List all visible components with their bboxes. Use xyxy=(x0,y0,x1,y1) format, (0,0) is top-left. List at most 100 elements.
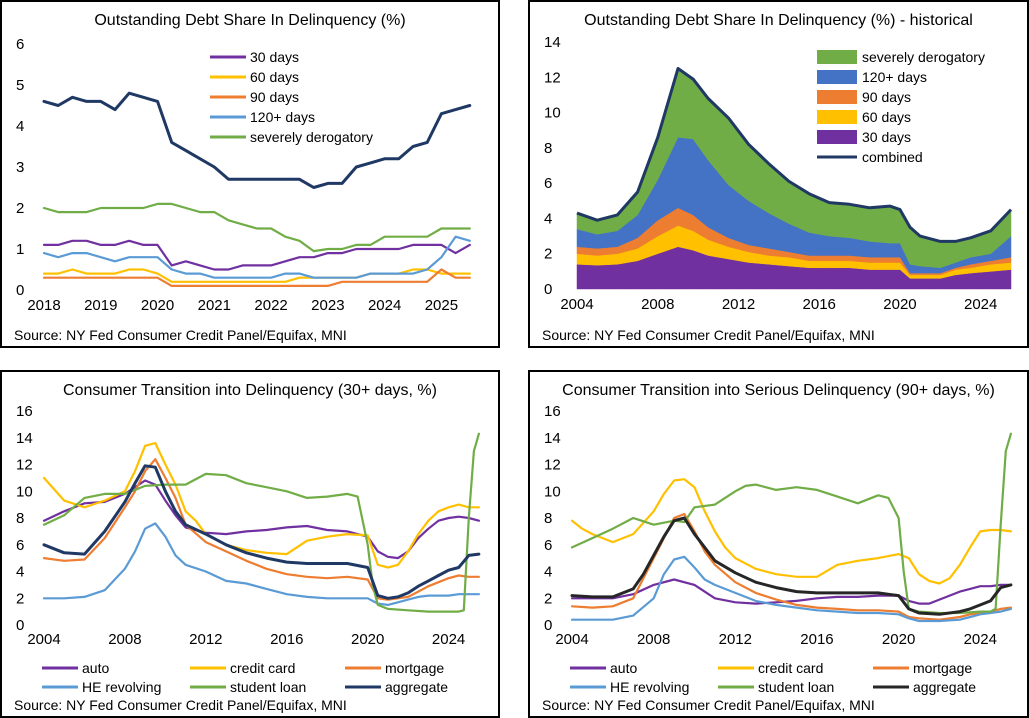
y-tick-label: 0 xyxy=(16,282,24,299)
chart-panel-transition-30: 0 2 4 6 8 10 12 14 16 2004 2008 2012 2016 2020 2024 aut… xyxy=(0,370,500,718)
y-tick-label: 10 xyxy=(544,105,561,122)
y-tick-label: 12 xyxy=(16,457,33,474)
legend-label-student-loan: student loan xyxy=(758,679,834,695)
legend-label-student-loan: student loan xyxy=(230,679,306,695)
series-line-30-days xyxy=(42,239,471,271)
y-tick-label: 0 xyxy=(544,281,552,298)
x-tick-label: 2024 xyxy=(432,631,465,648)
chart-panel-debt-share: 0 1 2 3 4 5 6 2018 2019 2020 2021 2022 2023 2024 2025 3… xyxy=(0,0,500,348)
series-line-he-revolving xyxy=(570,555,1012,623)
y-tick-label: 12 xyxy=(544,69,561,86)
x-tick-label: 2008 xyxy=(641,296,674,313)
series-line-mortgage xyxy=(42,458,480,601)
series-line-60-days xyxy=(42,268,471,283)
legend-label-auto: auto xyxy=(610,660,637,676)
y-tick-label: 2 xyxy=(544,246,552,263)
x-tick-label: 2016 xyxy=(800,631,833,648)
x-tick-label: 2016 xyxy=(803,296,836,313)
legend-label-60-days: 60 days xyxy=(862,109,911,125)
legend-label-mortgage: mortgage xyxy=(385,660,444,676)
x-tick-label: 2012 xyxy=(719,631,752,648)
y-tick-label: 8 xyxy=(544,140,552,157)
chart-panel-transition-90: 0 2 4 6 8 10 12 14 16 2004 2008 2012 2016 2020 2024 aut… xyxy=(528,370,1029,718)
x-tick-label: 2023 xyxy=(311,297,344,314)
y-tick-label: 2 xyxy=(16,590,24,607)
chart-source: Source: NY Fed Consumer Credit Panel/Equ… xyxy=(14,327,347,343)
y-tick-label: 6 xyxy=(16,36,24,53)
series-line-combined xyxy=(576,67,1013,243)
y-tick-label: 6 xyxy=(16,537,24,554)
chart-title: Consumer Transition into Serious Delinqu… xyxy=(562,382,995,399)
chart-transition-30: 0 2 4 6 8 10 12 14 16 2004 2008 2012 2016 2020 2024 aut… xyxy=(16,403,481,695)
y-tick-label: 0 xyxy=(16,617,24,634)
x-tick-label: 2008 xyxy=(108,631,141,648)
chart-source: Source: NY Fed Consumer Credit Panel/Equ… xyxy=(14,697,347,713)
chart-source: Source: NY Fed Consumer Credit Panel/Equ… xyxy=(542,327,875,343)
y-tick-label: 4 xyxy=(16,118,24,135)
y-tick-label: 16 xyxy=(544,403,561,420)
y-tick-label: 14 xyxy=(544,430,561,447)
legend-label-auto: auto xyxy=(82,660,109,676)
series-line-aggregate xyxy=(570,516,1013,616)
series-line-he-revolving xyxy=(42,522,480,606)
chart-title: Outstanding Debt Share In Delinquency (%… xyxy=(584,12,973,29)
x-tick-label: 2016 xyxy=(270,631,303,648)
legend-label-severely-derogatory: severely derogatory xyxy=(250,129,373,145)
x-tick-label: 2012 xyxy=(189,631,222,648)
x-tick-label: 2004 xyxy=(560,296,593,313)
series-line-aggregate xyxy=(42,464,481,600)
chart-source: Source: NY Fed Consumer Credit Panel/Equ… xyxy=(542,697,875,713)
x-tick-label: 2024 xyxy=(964,296,997,313)
y-tick-label: 4 xyxy=(544,564,552,581)
y-tick-label: 6 xyxy=(544,537,552,554)
legend-label-120-days: 120+ days xyxy=(862,69,927,85)
x-tick-label: 2020 xyxy=(882,631,915,648)
chart-debt-share-historical: 0 2 4 6 8 10 12 14 2004 2008 2012 2016 2020 2024 sever… xyxy=(544,34,1013,313)
x-tick-label: 2020 xyxy=(141,297,174,314)
y-tick-label: 16 xyxy=(16,403,33,420)
x-tick-label: 2025 xyxy=(425,297,458,314)
legend-swatch-30-days xyxy=(817,130,857,144)
legend-label-credit-card: credit card xyxy=(230,660,295,676)
y-tick-label: 8 xyxy=(544,510,552,527)
legend-label-he-revolving: HE revolving xyxy=(82,679,161,695)
legend-label-credit-card: credit card xyxy=(758,660,823,676)
legend-swatch-90-days xyxy=(817,90,857,104)
y-tick-label: 10 xyxy=(544,483,561,500)
x-tick-label: 2024 xyxy=(368,297,401,314)
legend-label-aggregate: aggregate xyxy=(385,679,448,695)
x-tick-label: 2021 xyxy=(198,297,231,314)
y-tick-label: 10 xyxy=(16,483,33,500)
series-line-90-days xyxy=(42,268,471,287)
legend-label-30-days: 30 days xyxy=(862,129,911,145)
x-tick-label: 2004 xyxy=(555,631,588,648)
legend-label-60-days: 60 days xyxy=(250,69,299,85)
legend-label-120-days: 120+ days xyxy=(250,109,315,125)
series-line-credit-card xyxy=(42,441,480,569)
y-tick-label: 8 xyxy=(16,510,24,527)
y-tick-label: 0 xyxy=(544,617,552,634)
y-tick-label: 4 xyxy=(544,210,552,227)
x-tick-label: 2020 xyxy=(883,296,916,313)
x-tick-label: 2020 xyxy=(351,631,384,648)
x-tick-label: 2008 xyxy=(637,631,670,648)
chart-debt-share: 0 1 2 3 4 5 6 2018 2019 2020 2021 2022 2023 2024 2025 3… xyxy=(16,36,472,314)
y-tick-label: 14 xyxy=(16,430,33,447)
series-line-120-days xyxy=(42,235,471,279)
legend-label-mortgage: mortgage xyxy=(913,660,972,676)
legend-swatch-severely-derogatory xyxy=(817,50,857,64)
y-tick-label: 2 xyxy=(544,590,552,607)
legend-label-aggregate: aggregate xyxy=(913,679,976,695)
chart-panel-debt-share-historical: 0 2 4 6 8 10 12 14 2004 2008 2012 2016 2020 2024 sever… xyxy=(528,0,1029,348)
series-line-credit-card xyxy=(570,478,1012,585)
x-tick-label: 2018 xyxy=(27,297,60,314)
series-line-auto xyxy=(42,479,480,560)
y-tick-label: 1 xyxy=(16,241,24,258)
legend-swatch-120-days xyxy=(817,70,857,84)
legend-label-he-revolving: HE revolving xyxy=(610,679,689,695)
legend-swatch-60-days xyxy=(817,110,857,124)
y-tick-label: 12 xyxy=(544,457,561,474)
y-tick-label: 5 xyxy=(16,77,24,94)
x-tick-label: 2012 xyxy=(722,296,755,313)
y-tick-label: 3 xyxy=(16,159,24,176)
